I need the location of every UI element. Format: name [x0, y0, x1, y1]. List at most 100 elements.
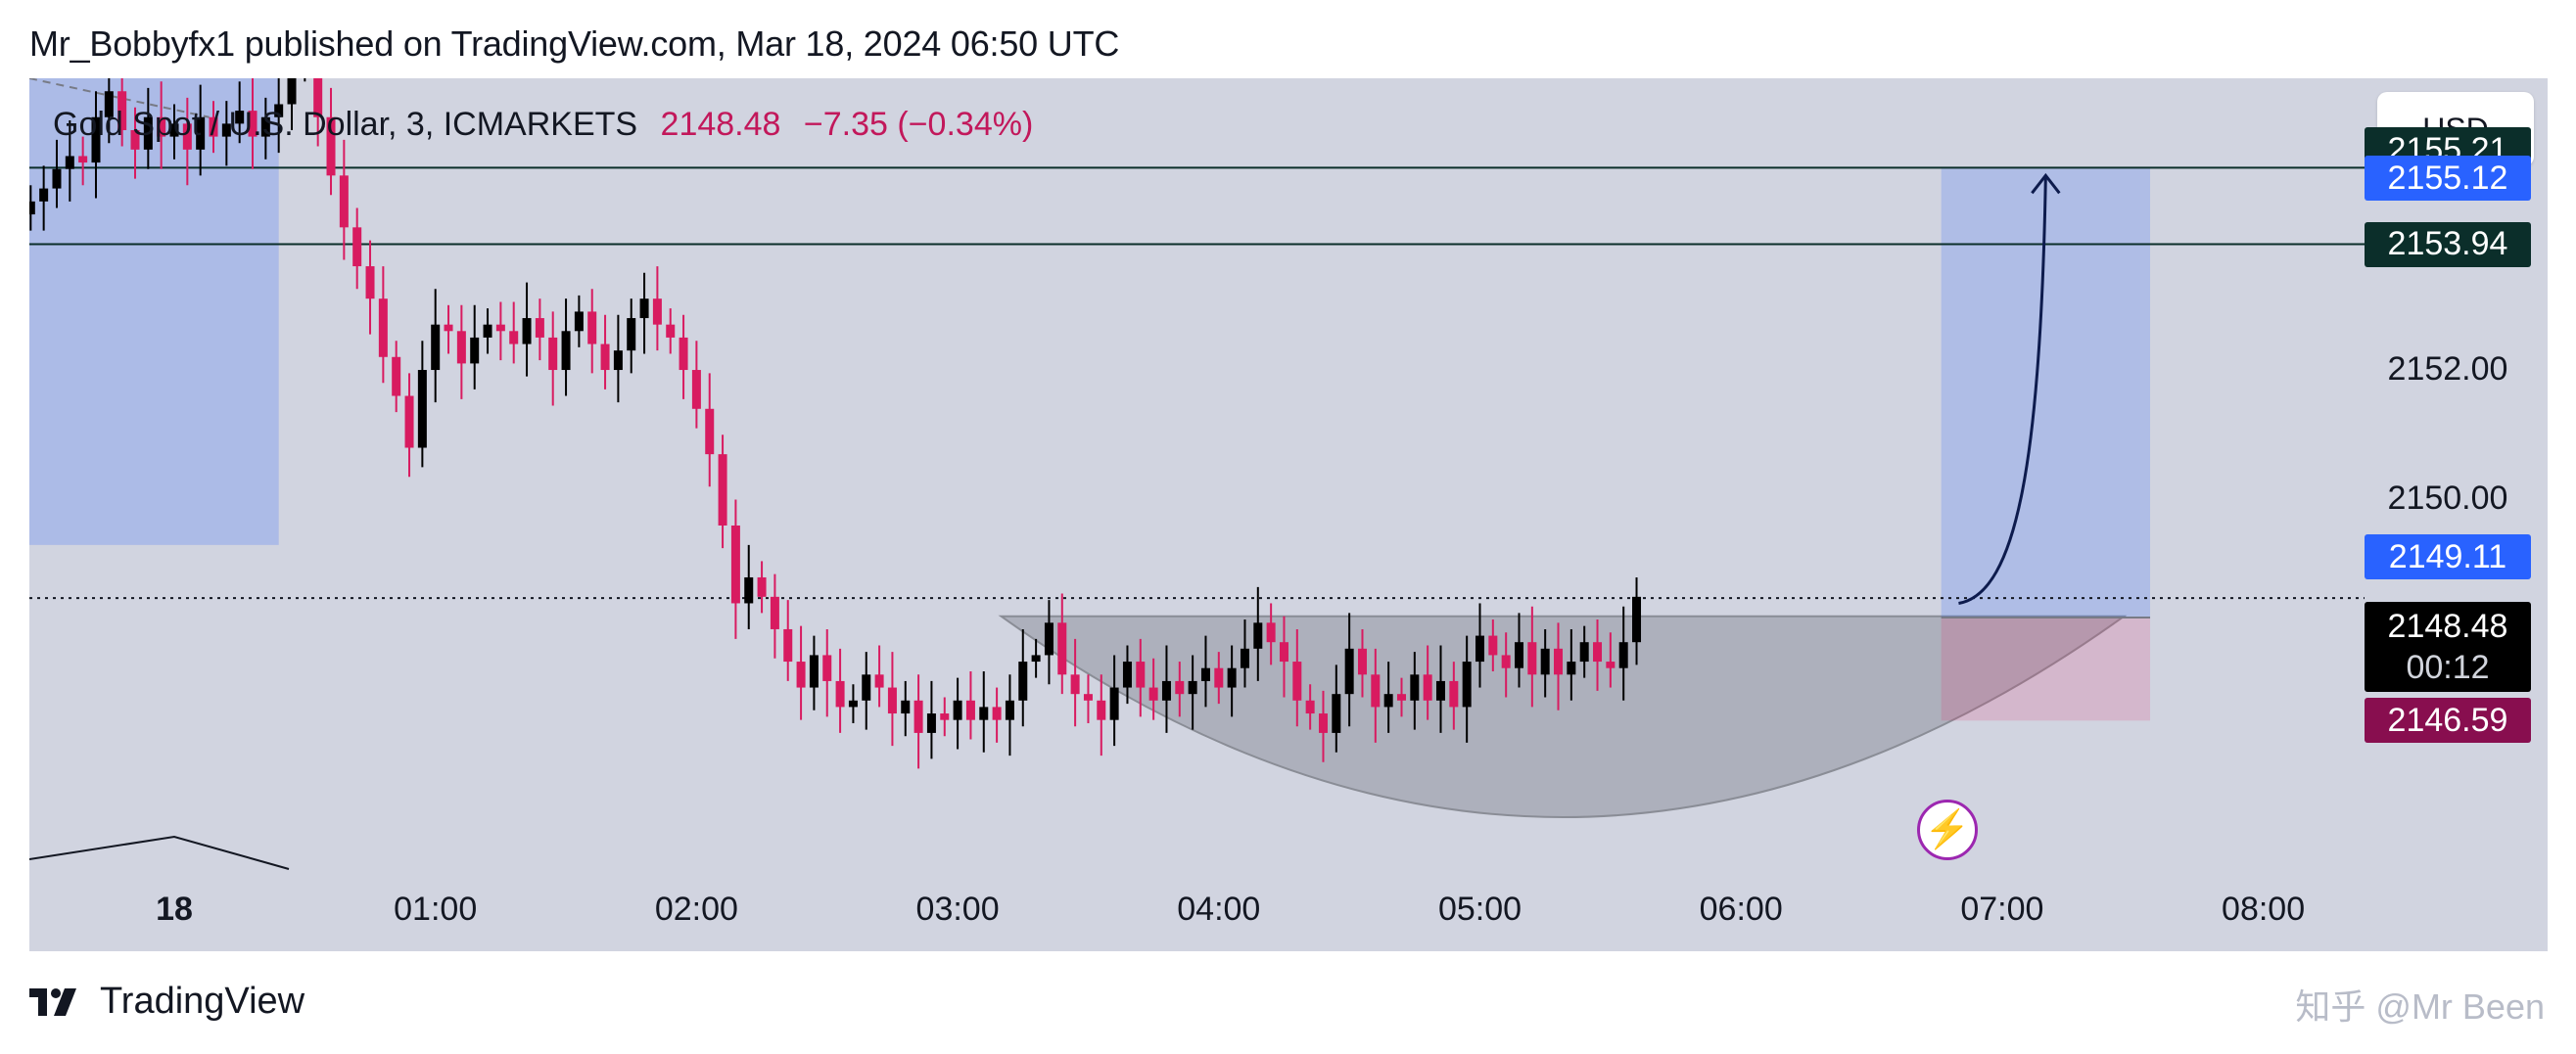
- candle: [1410, 652, 1420, 730]
- candle: [1031, 638, 1041, 678]
- candle-body: [1371, 674, 1381, 708]
- candle-body: [1070, 674, 1080, 695]
- price-label: 2152.00: [2387, 350, 2508, 389]
- candle: [535, 298, 544, 361]
- candle-body: [809, 655, 819, 688]
- time-tick: 18: [156, 891, 193, 928]
- candle-body: [1396, 694, 1406, 701]
- candle: [313, 78, 323, 147]
- candle: [431, 289, 441, 403]
- candle-body: [1618, 642, 1628, 668]
- candle: [561, 298, 571, 396]
- symbol-legend[interactable]: Gold Spot / U.S. Dollar, 3, ICMARKETS 21…: [53, 106, 1033, 144]
- candle-body: [587, 311, 597, 344]
- candle: [456, 304, 466, 399]
- candle: [1488, 619, 1498, 671]
- candle: [730, 499, 740, 639]
- candle: [1579, 625, 1589, 678]
- candle: [965, 671, 975, 740]
- candle: [1083, 674, 1093, 723]
- candle: [1618, 606, 1628, 701]
- candle-body: [196, 116, 206, 150]
- candle: [1475, 603, 1484, 688]
- candle: [874, 645, 884, 708]
- long-position-stop-zone: [1941, 618, 2151, 721]
- candle: [274, 78, 284, 154]
- candle: [1449, 662, 1459, 730]
- candle: [1593, 619, 1603, 691]
- candle-body: [1279, 642, 1288, 663]
- candle-body: [913, 700, 923, 733]
- current-price-value: 2148.48: [2387, 607, 2508, 645]
- candle-body: [862, 674, 871, 701]
- candle: [352, 207, 362, 290]
- candle-body: [248, 111, 258, 137]
- candle: [304, 78, 306, 82]
- candle: [1606, 632, 1616, 688]
- candle: [78, 136, 88, 186]
- candle-body: [169, 123, 179, 137]
- candle-body: [783, 628, 793, 663]
- candle: [1148, 658, 1158, 720]
- price-tag: 2155.12: [2365, 156, 2531, 202]
- candle-body: [1018, 662, 1028, 701]
- candle-body: [901, 700, 911, 714]
- candle: [1344, 613, 1354, 727]
- publisher-line: Mr_Bobbyfx1 published on TradingView.com…: [29, 23, 1120, 64]
- tradingview-wordmark: TradingView: [100, 981, 305, 1022]
- candle-body: [691, 370, 701, 409]
- candle-body: [1423, 674, 1432, 701]
- candle-body: [940, 713, 950, 720]
- time-tick: 06:00: [1699, 891, 1783, 928]
- candle-body: [1097, 700, 1106, 720]
- candle: [1018, 628, 1028, 727]
- tradingview-logo-icon: [29, 987, 76, 1016]
- candle: [1240, 619, 1249, 688]
- candle: [209, 101, 218, 154]
- price-label: 2150.00: [2387, 480, 2508, 518]
- projection-arrow: [1958, 175, 2047, 605]
- price-chart[interactable]: [29, 78, 2548, 951]
- candle-body: [574, 311, 584, 332]
- candle: [1279, 616, 1288, 698]
- candle-body: [666, 324, 676, 338]
- candle: [1318, 690, 1328, 762]
- tradingview-brand[interactable]: TradingView: [29, 981, 304, 1023]
- candle: [1527, 606, 1537, 708]
- candle: [613, 314, 623, 403]
- candle: [1515, 613, 1524, 688]
- candle: [235, 81, 245, 144]
- candle-body: [29, 201, 35, 215]
- candle: [901, 680, 911, 737]
- candle-body: [104, 91, 114, 117]
- candle: [992, 687, 1002, 743]
- candle-body: [313, 78, 323, 117]
- candle: [979, 671, 989, 753]
- chart-area[interactable]: Gold Spot / U.S. Dollar, 3, ICMARKETS 21…: [29, 78, 2548, 951]
- candle: [1044, 600, 1054, 685]
- candle: [365, 240, 375, 335]
- candle-body: [287, 78, 297, 105]
- candle-body: [117, 91, 127, 130]
- candle-body: [1357, 648, 1367, 675]
- time-tick: 01:00: [394, 891, 478, 928]
- candle: [809, 635, 819, 710]
- candle: [143, 87, 153, 169]
- candle: [1136, 638, 1146, 717]
- candle-body: [260, 116, 270, 137]
- candle-body: [392, 356, 401, 396]
- candle-body: [822, 655, 832, 681]
- candle-body: [352, 227, 362, 267]
- candle: [757, 561, 767, 614]
- shaded-zone: [29, 78, 279, 545]
- lightning-icon[interactable]: ⚡: [1917, 800, 1978, 860]
- candle-body: [52, 168, 62, 189]
- candle: [1383, 662, 1393, 733]
- candle-body: [1227, 667, 1237, 688]
- candle: [783, 600, 793, 681]
- price-tag: 2149.11: [2365, 534, 2531, 580]
- candle: [1266, 603, 1276, 665]
- candle: [1214, 652, 1224, 705]
- candle-body: [470, 337, 480, 364]
- candle-body: [1266, 622, 1276, 643]
